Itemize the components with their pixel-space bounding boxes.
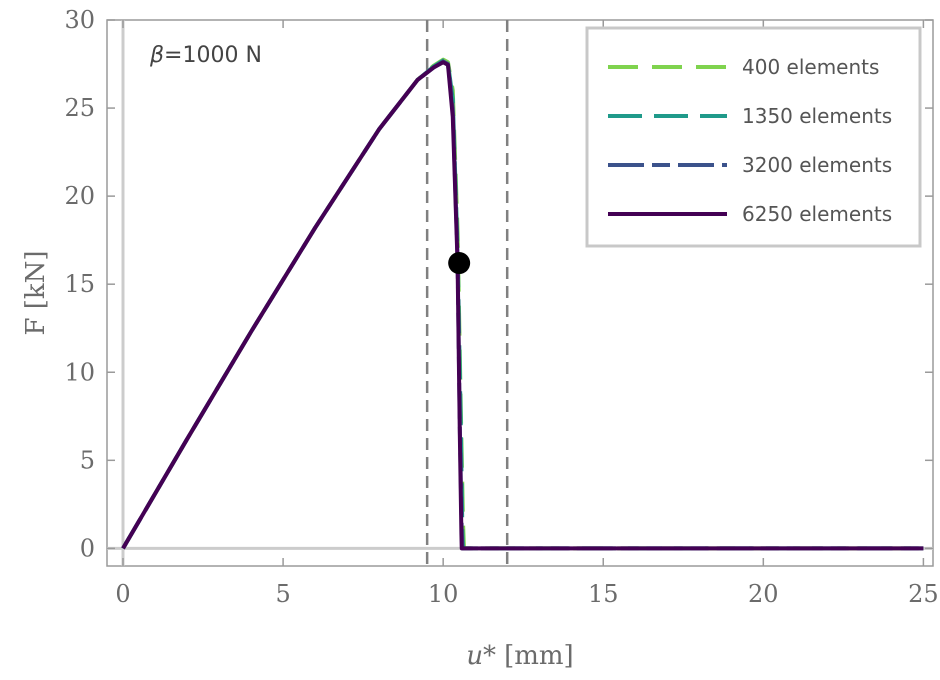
marker-point [448, 252, 471, 275]
legend-label: 3200 elements [742, 153, 892, 177]
plot-frame [106, 19, 934, 567]
annotation: β=1000 N [149, 43, 262, 68]
legend-label: 1350 elements [742, 104, 892, 128]
x-axis-variable: u* [466, 641, 496, 671]
x-tick-label: 5 [275, 580, 290, 608]
y-tick-label: 20 [64, 182, 95, 210]
legend-box [585, 26, 922, 248]
series-group [121, 57, 924, 551]
annotation-text: =1000 N [164, 43, 262, 68]
x-tick-label: 25 [908, 580, 939, 608]
y-tick-label: 25 [64, 94, 95, 122]
legend-label: 6250 elements [742, 202, 892, 226]
y-tick-label: 0 [80, 534, 95, 562]
x-axis-label: u* [mm] [466, 641, 573, 671]
x-tick-label: 20 [748, 580, 779, 608]
legend: 400 elements 1350 elements 3200 elements 62… [585, 26, 922, 248]
y-tick-label: 5 [80, 446, 95, 474]
x-axis-unit: [mm] [504, 641, 574, 671]
y-tick-label: 30 [64, 6, 95, 34]
axis-ticks: 0 5 10 15 20 25 0 5 10 15 20 25 30 [64, 6, 938, 608]
annotation-symbol: β [149, 43, 164, 68]
series-line [121, 60, 924, 551]
x-tick-label: 10 [428, 580, 459, 608]
legend-items: 400 elements 1350 elements 3200 elements 62… [608, 55, 892, 226]
y-tick-label: 15 [64, 270, 95, 298]
reference-lines [425, 20, 509, 566]
legend-label: 400 elements [742, 55, 879, 79]
x-tick-label: 0 [115, 580, 130, 608]
x-tick-label: 15 [588, 580, 619, 608]
y-axis-label: F [kN] [21, 250, 51, 335]
y-tick-label: 10 [64, 358, 95, 386]
